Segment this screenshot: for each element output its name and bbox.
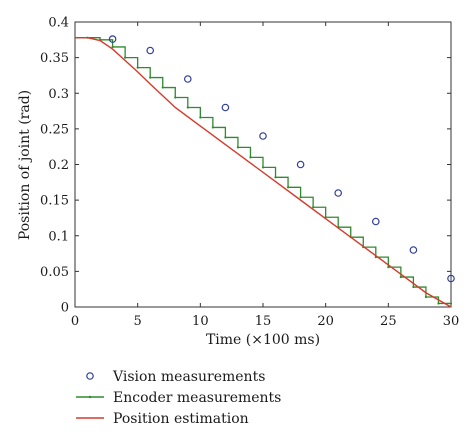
y-tick-label: 0.1 (48, 229, 69, 244)
x-tick-label: 25 (380, 314, 397, 329)
encoder-point (424, 295, 428, 299)
encoder-point (136, 66, 139, 69)
encoder-point (111, 45, 114, 49)
x-tick-label: 0 (71, 314, 79, 329)
legend-label: Encoder measurements (113, 390, 281, 406)
encoder-point (161, 86, 164, 89)
encoder-point (211, 126, 214, 129)
legend-encoder-marker (88, 395, 92, 399)
x-axis-title: Time (×100 ms) (206, 332, 320, 348)
x-tick-label: 5 (134, 314, 142, 329)
x-tick-label: 20 (317, 314, 334, 329)
encoder-point (312, 206, 315, 209)
x-tick-label: 30 (443, 314, 460, 329)
vision-point (447, 274, 455, 283)
encoder-point (174, 96, 177, 99)
legend-vision-marker (86, 372, 94, 380)
x-tick-label: 10 (192, 314, 209, 329)
vision-point (108, 35, 117, 43)
encoder-point (399, 275, 402, 279)
vision-point (221, 103, 230, 112)
vision-point (184, 75, 192, 83)
y-tick-label: 0.25 (40, 122, 69, 137)
vision-point (296, 160, 305, 169)
y-axis-title: Position of joint (rad) (17, 90, 33, 240)
vision-point (146, 46, 155, 55)
encoder-point (412, 285, 415, 289)
legend: Vision measurements Encoder measurements P… (76, 369, 281, 427)
y-tick-label: 0 (61, 301, 69, 316)
encoder-point (299, 196, 302, 199)
encoder-point (236, 146, 240, 149)
encoder-point (224, 136, 227, 139)
vision-point (334, 189, 343, 197)
encoder-measurements-line (75, 37, 451, 305)
encoder-point (124, 56, 127, 59)
encoder-point (149, 76, 152, 79)
vision-point (409, 246, 418, 254)
x-tick-label: 15 (255, 314, 272, 329)
encoder-point (437, 302, 440, 305)
vision-point (371, 217, 380, 226)
legend-label: Vision measurements (112, 369, 265, 385)
encoder-point (261, 166, 265, 169)
y-tick-label: 0.05 (40, 265, 69, 280)
legend-label: Position estimation (113, 411, 249, 427)
vision-point (259, 132, 267, 140)
encoder-point (449, 302, 453, 305)
encoder-point (387, 266, 390, 269)
encoder-point (274, 176, 277, 179)
encoder-point (286, 186, 290, 189)
plot-area: 0 5 10 15 20 25 30 0 0.05 0.1 0.15 0.2 0.25 0.3 0.35 0.… (40, 16, 459, 330)
position-estimation-line (75, 36, 452, 308)
y-tick-label: 0.4 (48, 16, 69, 31)
y-tick-label: 0.15 (40, 194, 69, 209)
encoder-point (199, 116, 202, 119)
encoder-point (186, 106, 189, 109)
y-tick-label: 0.35 (40, 51, 69, 66)
encoder-point (249, 156, 252, 159)
y-tick-label: 0.2 (48, 158, 69, 173)
y-tick-label: 0.3 (48, 87, 69, 102)
